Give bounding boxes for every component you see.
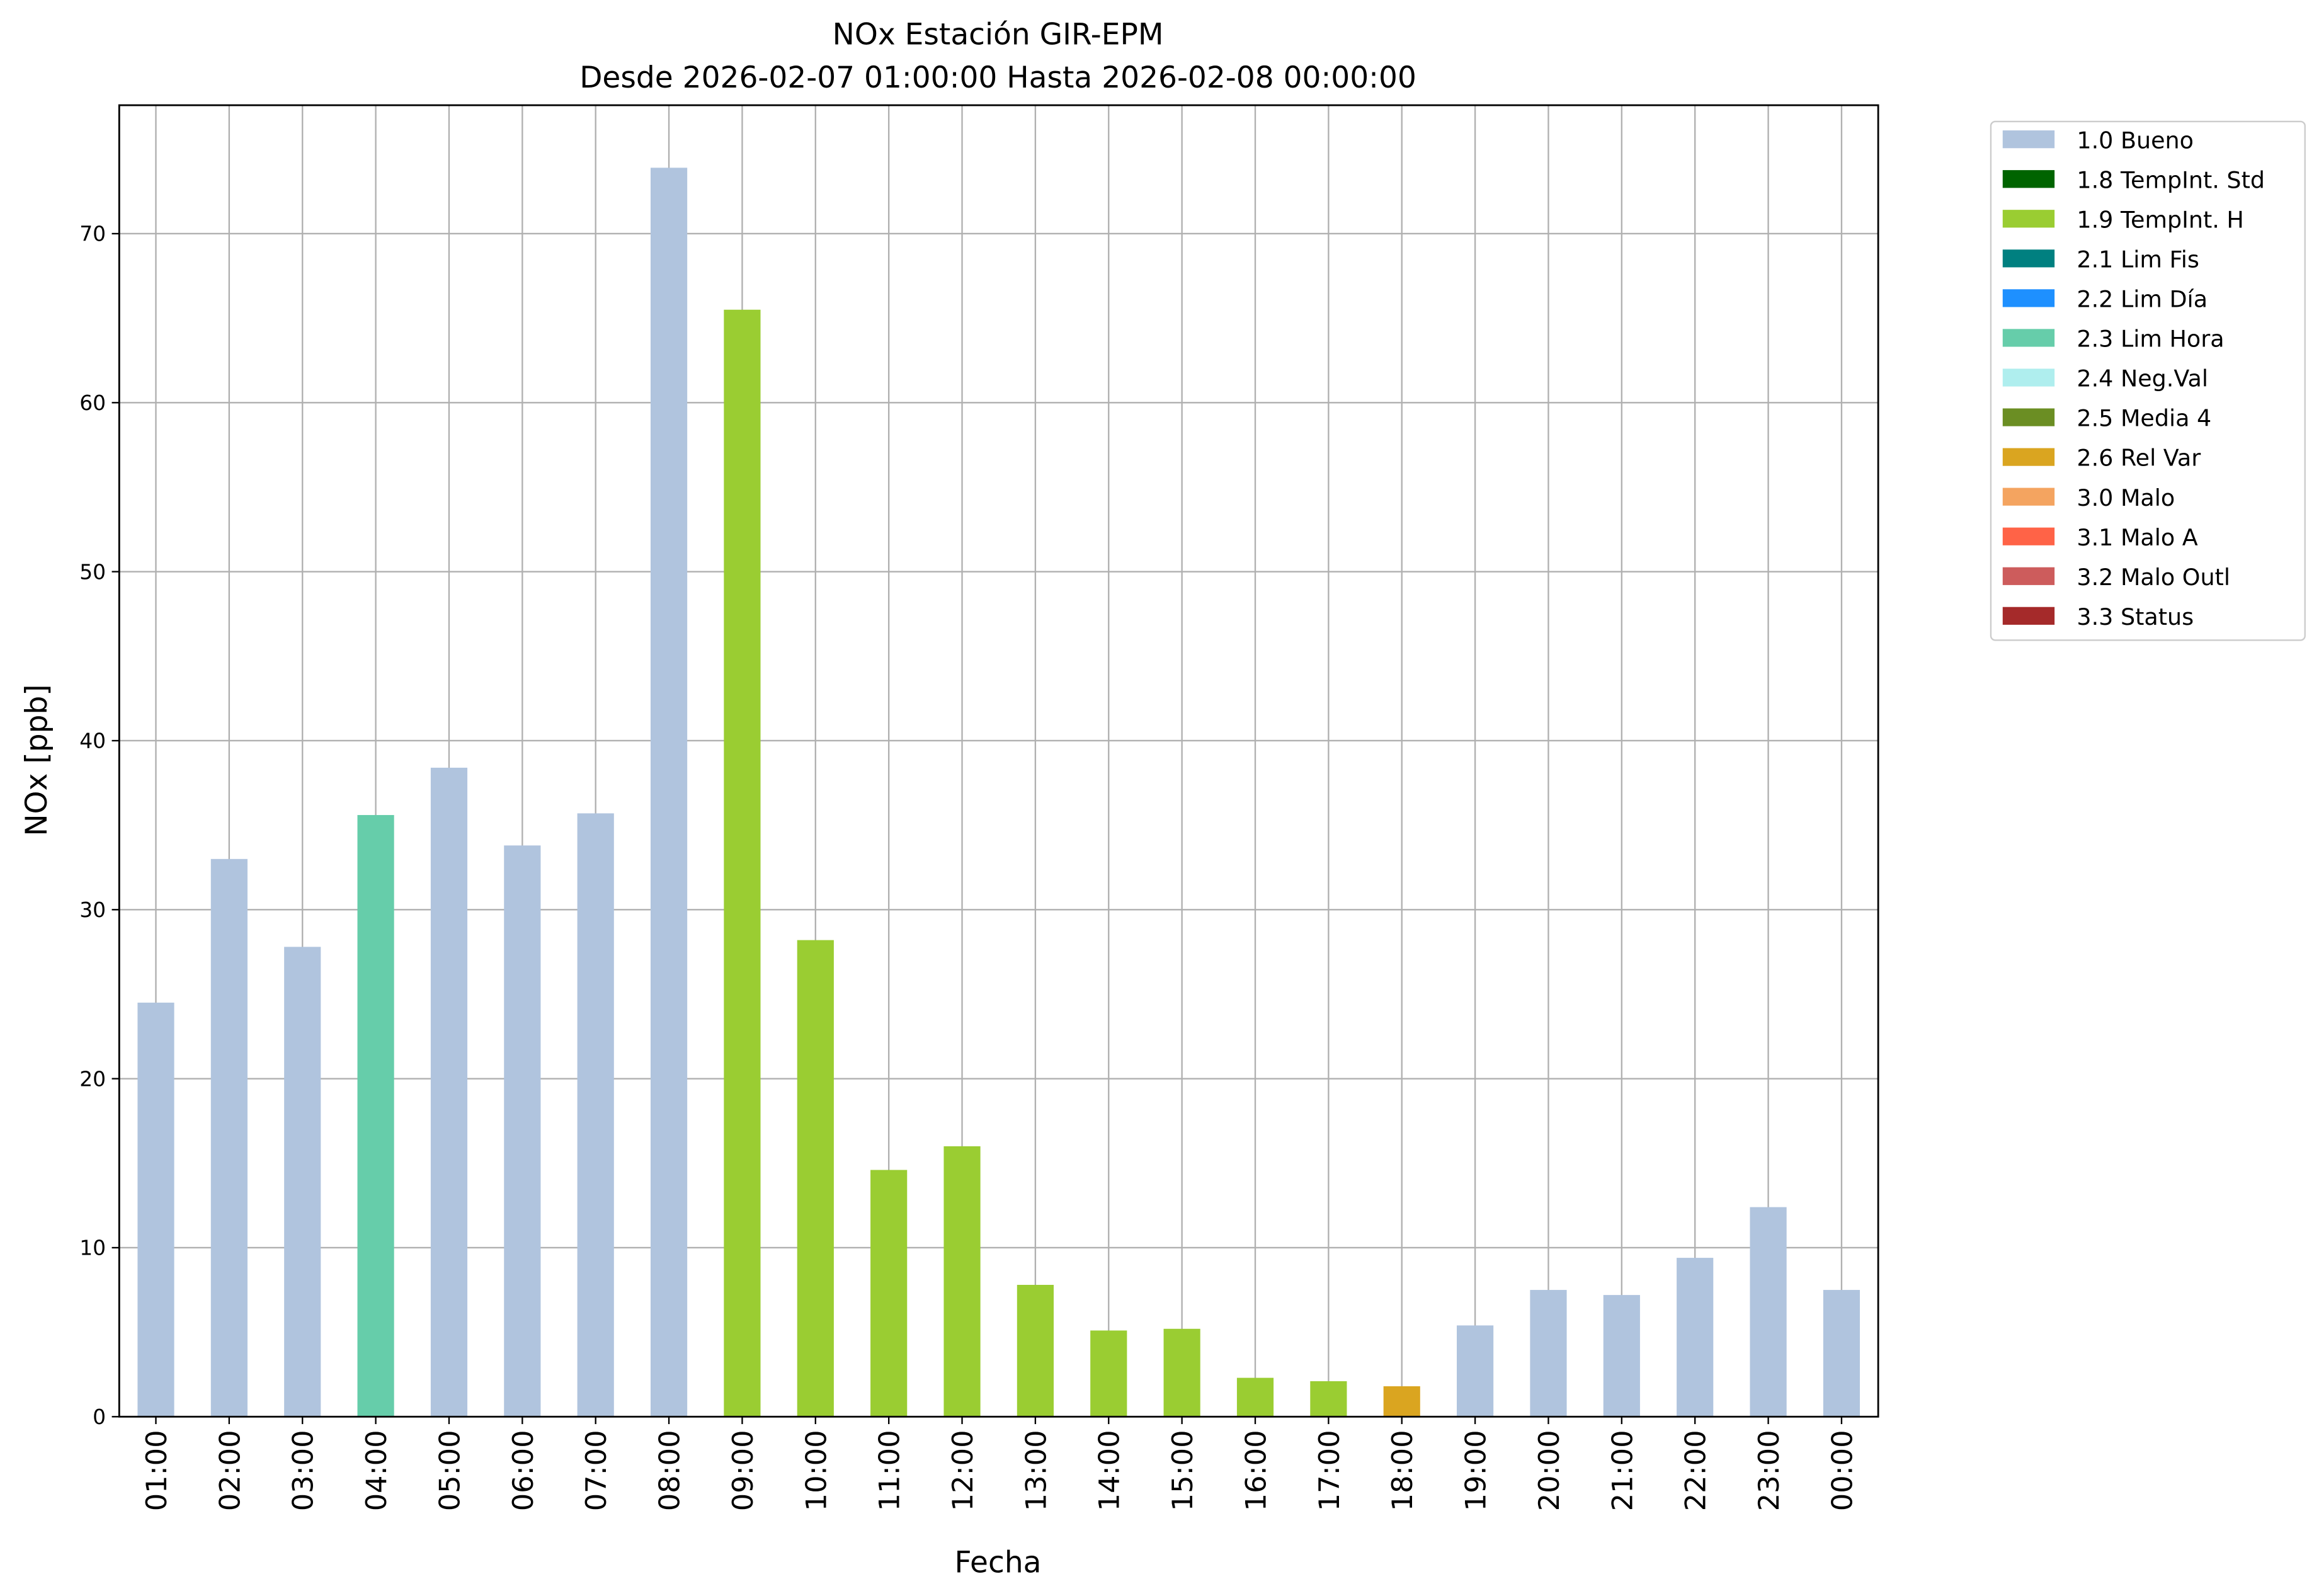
legend-label: 2.5 Media 4 [2077, 405, 2211, 432]
legend-frame [1990, 120, 2306, 641]
plot-frame [118, 104, 1879, 1418]
bar-segment [1163, 1328, 1200, 1417]
chart-title: NOx Estación GIR-EPM [833, 18, 1164, 52]
legend-label: 2.6 Rel Var [2077, 445, 2201, 472]
y-tick-label: 20 [79, 1066, 106, 1091]
x-axis-label: Fecha [955, 1545, 1042, 1580]
legend-swatch [2002, 249, 2055, 268]
bar-segment [1603, 1295, 1640, 1417]
bar-segment [650, 168, 688, 1417]
legend-label: 2.3 Lim Hora [2077, 326, 2224, 353]
bar-segment [504, 845, 541, 1417]
x-tick-label: 04:00 [360, 1430, 393, 1511]
legend-swatch [2002, 130, 2055, 149]
x-tick-label: 14:00 [1093, 1430, 1126, 1511]
x-tick-label: 20:00 [1533, 1430, 1566, 1511]
x-tick-label: 17:00 [1313, 1430, 1346, 1511]
x-tick-label: 10:00 [800, 1430, 833, 1511]
legend-label: 2.2 Lim Día [2077, 286, 2208, 313]
legend-swatch [2002, 448, 2055, 466]
x-tick-label: 16:00 [1239, 1430, 1272, 1511]
x-tick-label: 06:00 [507, 1430, 540, 1511]
x-tick-label: 00:00 [1826, 1430, 1859, 1511]
y-tick-label: 40 [79, 729, 106, 753]
legend-swatch [2002, 567, 2055, 585]
legend-label: 2.4 Neg.Val [2077, 365, 2208, 392]
legend-swatch [2002, 607, 2055, 625]
x-tick-label: 09:00 [727, 1430, 760, 1511]
y-axis-label: NOx [ppb] [20, 684, 54, 836]
bar-segment [210, 858, 248, 1417]
bar-segment [137, 1002, 174, 1417]
bar-segment [430, 767, 468, 1417]
x-tick-label: 11:00 [874, 1430, 906, 1511]
bar-segment [284, 947, 321, 1417]
bar-segment [357, 815, 394, 1417]
legend-swatch [2002, 170, 2055, 188]
x-tick-label: 02:00 [214, 1430, 246, 1511]
bars [137, 168, 1860, 1417]
legend-swatch [2002, 329, 2055, 347]
x-tick-label: 15:00 [1166, 1430, 1199, 1511]
legend: 1.0 Bueno 1.8 TempInt. Std 1.9 TempInt. H 2… [1990, 120, 2306, 641]
legend-label: 3.3 Status [2077, 603, 2194, 630]
x-tick-label: 18:00 [1386, 1430, 1419, 1511]
legend-label: 1.9 TempInt. H [2077, 206, 2243, 233]
bar-segment [870, 1170, 908, 1417]
legend-swatch [2002, 368, 2055, 387]
legend-swatch [2002, 408, 2055, 426]
x-tick-label: 05:00 [433, 1430, 466, 1511]
legend-label: 3.1 Malo A [2077, 524, 2197, 551]
bar-segment [1310, 1381, 1347, 1417]
x-tick-label: 21:00 [1606, 1430, 1639, 1511]
y-tick-label: 70 [79, 222, 106, 246]
x-tick-label: 22:00 [1680, 1430, 1712, 1511]
x-tick-label: 07:00 [580, 1430, 613, 1511]
x-tick-label: 12:00 [947, 1430, 979, 1511]
x-tick-label: 08:00 [654, 1430, 687, 1511]
bar-segment [1236, 1377, 1274, 1417]
legend-label: 2.1 Lim Fis [2077, 246, 2199, 273]
bar-segment [943, 1146, 981, 1417]
bar-segment [1017, 1285, 1054, 1417]
y-tick-label: 10 [79, 1236, 106, 1260]
chart-subtitle: Desde 2026-02-07 01:00:00 Hasta 2026-02-… [579, 60, 1416, 95]
bar-segment [1090, 1330, 1127, 1417]
bar-segment [724, 309, 761, 1417]
x-tick-label: 13:00 [1020, 1430, 1052, 1511]
bar-segment [1823, 1290, 1860, 1417]
bar-segment [1457, 1325, 1494, 1417]
legend-swatch [2002, 487, 2055, 506]
legend-swatch [2002, 527, 2055, 545]
legend-label: 1.0 Bueno [2077, 127, 2194, 154]
y-tick-label: 30 [79, 898, 106, 922]
bar-segment [1530, 1290, 1567, 1417]
legend-label: 3.2 Malo Outl [2077, 564, 2230, 591]
x-tick-label: 01:00 [140, 1430, 173, 1511]
bar-segment [1677, 1258, 1714, 1417]
x-tick-label: 19:00 [1460, 1430, 1493, 1511]
bar-segment [1383, 1386, 1420, 1417]
bar-segment [577, 813, 614, 1417]
legend-label: 3.0 Malo [2077, 484, 2175, 511]
legend-label: 1.8 TempInt. Std [2077, 166, 2265, 193]
y-tick-label: 0 [93, 1405, 106, 1429]
y-tick-label: 60 [79, 390, 106, 415]
bar-segment [797, 940, 834, 1417]
x-tick-label: 23:00 [1753, 1430, 1786, 1511]
legend-swatch [2002, 210, 2055, 228]
legend-swatch [2002, 289, 2055, 307]
y-tick-label: 50 [79, 559, 106, 584]
bar-segment [1750, 1207, 1787, 1417]
x-tick-label: 03:00 [287, 1430, 320, 1511]
